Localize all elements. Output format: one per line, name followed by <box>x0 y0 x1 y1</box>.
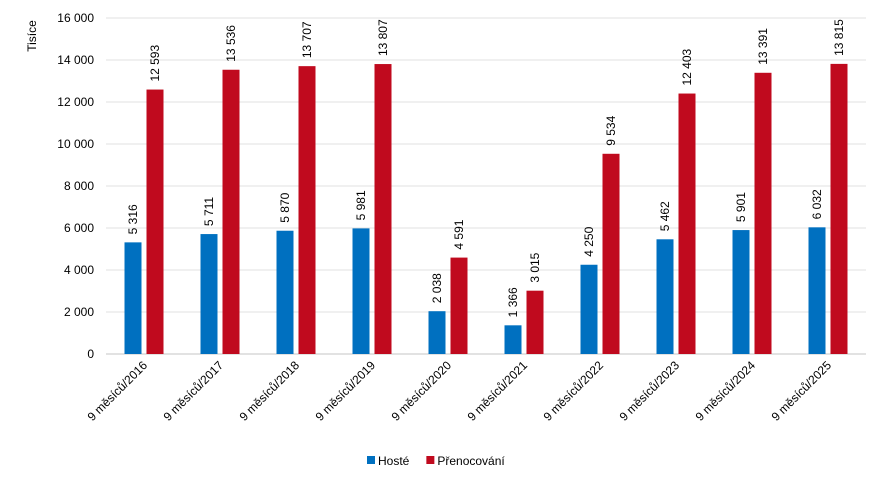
x-tick-label: 9 měsíců/2019 <box>313 358 379 424</box>
x-tick-label: 9 měsíců/2022 <box>541 358 607 424</box>
y-tick-label: 10 000 <box>57 137 94 151</box>
y-axis-title: Tisíce <box>25 20 39 52</box>
legend-label: Přenocování <box>437 454 505 468</box>
bar-hoste <box>580 264 598 354</box>
x-tick-label: 9 měsíců/2024 <box>693 358 759 424</box>
x-tick-label: 9 měsíců/2016 <box>85 358 151 424</box>
data-label: 4 250 <box>582 226 596 256</box>
bar-prenocovani <box>146 89 164 354</box>
legend-label: Hosté <box>378 454 410 468</box>
data-label: 5 981 <box>354 190 368 220</box>
bar-prenocovani <box>830 63 848 354</box>
data-label: 5 870 <box>278 192 292 222</box>
data-label: 5 462 <box>658 201 672 231</box>
gridlines <box>106 17 866 355</box>
x-tick-label: 9 měsíců/2023 <box>617 358 683 424</box>
x-tick-label: 9 měsíců/2021 <box>465 358 531 424</box>
bar-hoste <box>808 227 826 354</box>
x-tick-label: 9 měsíců/2025 <box>769 358 835 424</box>
x-tick-label: 9 měsíců/2017 <box>161 358 227 424</box>
bar-prenocovani <box>678 93 696 355</box>
bar-hoste <box>124 242 142 354</box>
y-tick-label: 12 000 <box>57 95 94 109</box>
data-label: 13 536 <box>224 25 238 62</box>
y-tick-label: 16 000 <box>57 11 94 25</box>
x-tick-label: 9 měsíců/2018 <box>237 358 303 424</box>
y-tick-label: 2 000 <box>64 305 94 319</box>
bar-prenocovani <box>222 69 240 354</box>
data-label: 1 366 <box>506 287 520 317</box>
x-tick-label: 9 měsíců/2020 <box>389 358 455 424</box>
x-axis: 9 měsíců/2016 9 měsíců/2017 9 měsíců/2018 9… <box>85 358 835 424</box>
data-label: 6 032 <box>810 189 824 219</box>
bar-prenocovani <box>374 64 392 354</box>
data-label: 12 403 <box>680 49 694 86</box>
bar-prenocovani <box>450 257 468 354</box>
bar-hoste <box>352 228 370 354</box>
data-label: 5 316 <box>126 204 140 234</box>
bar-hoste <box>732 230 750 354</box>
y-tick-label: 14 000 <box>57 53 94 67</box>
legend: Hosté Přenocování <box>367 454 505 468</box>
data-label: 13 391 <box>756 28 770 65</box>
data-label: 13 807 <box>376 19 390 56</box>
data-label: 2 038 <box>430 273 444 303</box>
data-label: 13 815 <box>832 19 846 56</box>
bar-prenocovani <box>526 290 544 354</box>
data-label: 9 534 <box>604 115 618 145</box>
data-label: 13 707 <box>300 21 314 58</box>
data-label: 12 593 <box>148 45 162 82</box>
bars: 5 316 12 593 5 711 13 536 5 870 13 707 5 981 13… <box>124 19 848 355</box>
bar-hoste <box>200 234 218 354</box>
data-label: 5 901 <box>734 192 748 222</box>
y-tick-label: 4 000 <box>64 263 94 277</box>
y-tick-label: 0 <box>87 347 94 361</box>
bar-hoste <box>428 311 446 354</box>
bar-prenocovani <box>754 72 772 354</box>
y-axis: 0 2 000 4 000 6 000 8 000 10 000 12 000 14 000 1… <box>57 11 94 361</box>
bar-hoste <box>276 230 294 354</box>
data-label: 3 015 <box>528 252 542 282</box>
data-label: 5 711 <box>202 197 216 226</box>
bar-prenocovani <box>602 153 620 354</box>
bar-hoste <box>504 325 522 354</box>
y-tick-label: 6 000 <box>64 221 94 235</box>
data-label: 4 591 <box>452 219 466 249</box>
bar-prenocovani <box>298 66 316 354</box>
legend-swatch <box>367 456 375 464</box>
y-tick-label: 8 000 <box>64 179 94 193</box>
bar-hoste <box>656 239 674 354</box>
legend-swatch <box>426 456 435 464</box>
